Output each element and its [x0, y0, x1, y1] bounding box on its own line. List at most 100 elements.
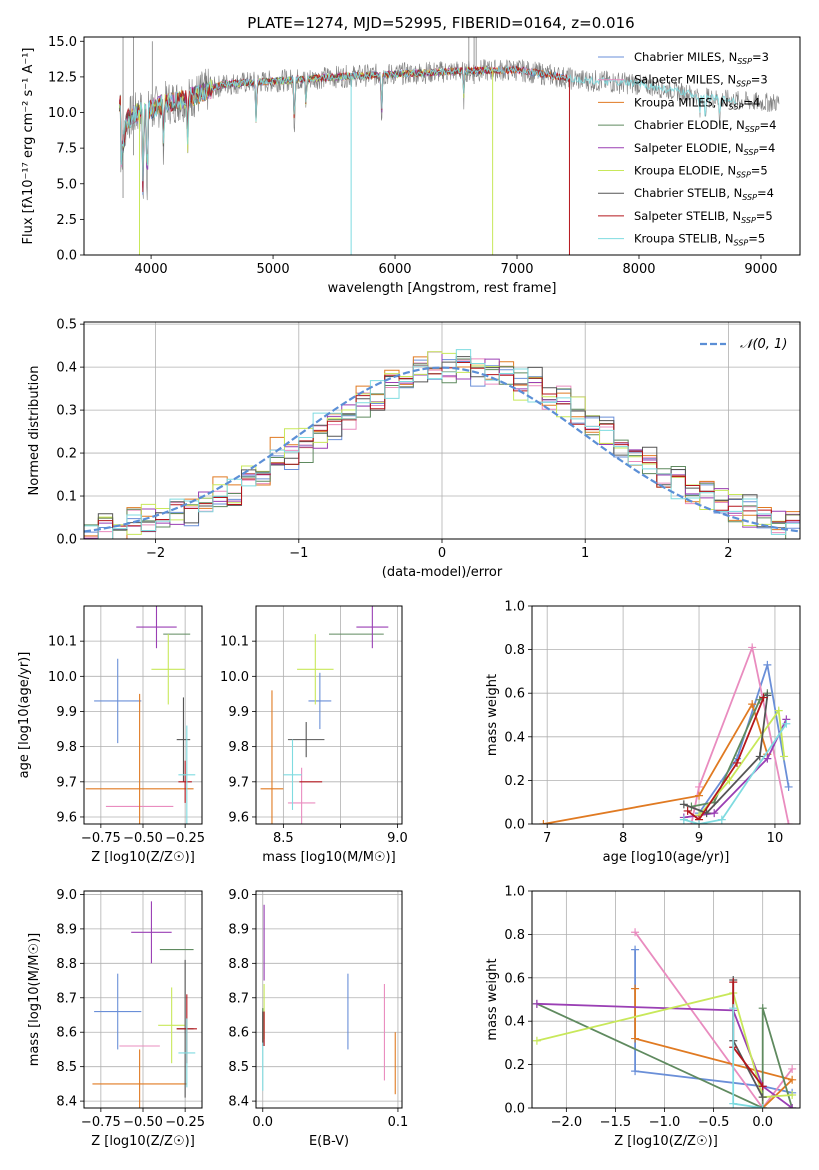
y-axis-label: Flux [fλ10⁻¹⁷ erg cm⁻² s⁻¹ A⁻¹]: [21, 48, 36, 245]
y-tick-label: 1.0: [504, 600, 525, 615]
y-tick-label: 0.0: [504, 818, 525, 833]
mass-weight-marker-chabrier_miles: [631, 945, 640, 954]
figure-title: PLATE=1274, MJD=52995, FIBERID=0164, z=0…: [247, 14, 634, 32]
x-tick-label: −2.0: [551, 1115, 583, 1130]
mass-weight-marker-kroupa_elodie: [532, 1036, 541, 1045]
mass-weight-marker-kroupa_miles: [695, 791, 704, 800]
residual-histogram-kroupa_elodie: [84, 351, 800, 539]
x-tick-label: −0.25: [165, 1115, 205, 1130]
legend-label-chabrier_stelib: Chabrier STELIB, NSSP=4: [634, 186, 774, 202]
observed-spectrum: [119, 59, 780, 201]
x-tick-label: −0.50: [123, 831, 163, 846]
mass-weight-line-kroupa_miles: [543, 701, 769, 824]
plot-area: [532, 928, 797, 1108]
mass-weight-marker-kroupa_miles: [631, 984, 640, 993]
x-tick-label: 9.0: [387, 831, 408, 846]
y-tick-label: 8.6: [56, 1026, 77, 1041]
y-tick-label: 9.9: [56, 705, 77, 720]
y-tick-label: 0.4: [504, 730, 525, 745]
legend-subscript: SSP: [736, 171, 751, 180]
plot-area: [118, 37, 780, 255]
x-tick-label: 10: [767, 831, 784, 846]
y-tick-label: 0.8: [504, 928, 525, 943]
legend-subscript: SSP: [737, 57, 752, 66]
legend-text: Kroupa ELODIE, N: [634, 164, 736, 178]
mass-weight-marker-salpeter_elodie: [710, 809, 719, 818]
grid-lines: [84, 891, 202, 1108]
chart-panel-7: 0.0 0.1 8.4 8.5 8.6 8.7 8.8 8.9 9.0 E(B-V): [228, 888, 408, 1149]
y-tick-label: 9.7: [228, 775, 249, 790]
x-axis-label: wavelength [Angstrom, rest frame]: [328, 281, 557, 296]
gauss-legend-label: 𝒩(0, 1): [740, 337, 787, 352]
y-tick-label: 0.6: [504, 971, 525, 986]
legend-tail: =5: [756, 209, 773, 223]
legend-label-chabrier_elodie: Chabrier ELODIE, NSSP=4: [634, 118, 776, 134]
chart-panel-5: 7 8 9 10 0.0 0.2 0.4 0.6 0.8 1.0 age [log10(age/yr…: [485, 600, 801, 865]
mass-weight-marker-kroupa_stelib: [782, 719, 791, 728]
axes: 8.5 9.0 9.6 9.7 9.8 9.9 10.0 10.1 mass [log10(M/…: [220, 635, 408, 865]
x-tick-label: −1.0: [649, 1115, 681, 1130]
x-tick-label: 2: [724, 546, 732, 561]
legend-text: Salpeter MILES, N: [634, 73, 736, 87]
y-tick-label: 10.0: [48, 670, 77, 685]
axes-frame: [83, 321, 801, 540]
y-tick-label: 2.5: [56, 213, 77, 228]
mass-weight-line-salpeter_stelib: [687, 697, 765, 821]
y-tick-label: 0.0: [504, 1102, 525, 1117]
y-tick-label: 8.7: [56, 991, 77, 1006]
plot-area: [92, 901, 197, 1108]
axes: −2 −1 0 1 2 0.0 0.1 0.2 0.3 0.4 0.5 (data-model)/er…: [27, 318, 733, 580]
y-tick-label: 9.6: [56, 810, 77, 825]
grid-lines: [256, 606, 402, 824]
axes: −0.75 −0.50 −0.25 9.6 9.7 9.8 9.9 10.0 10.1 Z [lo…: [17, 635, 205, 865]
legend-subscript: SSP: [729, 102, 744, 111]
y-tick-label: 0.5: [56, 318, 77, 333]
residual-histogram-chabrier_stelib: [84, 356, 800, 539]
legend-text: Salpeter STELIB, N: [634, 209, 741, 223]
axes: −2.0 −1.5 −1.0 −0.5 0.0 0.0 0.2 0.4 0.6 0.8 1.0 Z […: [485, 885, 773, 1150]
legend-tail: =3: [751, 73, 768, 87]
y-tick-label: 10.1: [48, 635, 77, 650]
legend-tail: =4: [758, 141, 775, 155]
x-axis-label: mass [log10(M/M☉)]: [262, 850, 395, 865]
mass-weight-line-chabrier_elodie: [536, 1002, 793, 1108]
y-tick-label: 0.0: [56, 533, 77, 548]
x-tick-label: −0.75: [81, 1115, 121, 1130]
model-spectrum-kroupa_stelib: [118, 65, 737, 182]
x-axis-label: age [log10(age/yr)]: [603, 850, 730, 865]
mass-weight-line-salpeter_miles: [634, 931, 793, 1108]
legend-tail: =5: [748, 232, 765, 246]
y-tick-label: 8.6: [228, 1026, 249, 1041]
x-tick-label: −1.5: [600, 1115, 632, 1130]
x-tick-label: 7000: [500, 262, 533, 277]
legend-label-chabrier_miles: Chabrier MILES, NSSP=3: [634, 50, 769, 66]
axes-frame: [83, 890, 203, 1109]
plots-container: 4000 5000 6000 7000 8000 90000.02.55.07.510.0…: [17, 35, 801, 1150]
y-tick-label: 9.0: [228, 888, 249, 903]
chart-panel-4: 8.5 9.0 9.6 9.7 9.8 9.9 10.0 10.1 mass [log10(M/…: [220, 605, 408, 865]
x-tick-label: −0.50: [123, 1115, 163, 1130]
legend-tail: =4: [743, 95, 760, 109]
y-tick-label: 10.1: [220, 635, 249, 650]
legend-label-salpeter_elodie: Salpeter ELODIE, NSSP=4: [634, 141, 775, 157]
mass-weight-marker-salpeter_stelib: [759, 693, 768, 702]
x-tick-label: 7: [543, 831, 551, 846]
mass-weight-marker-kroupa_miles: [631, 1034, 640, 1043]
mass-weight-line-kroupa_elodie: [536, 991, 793, 1099]
y-tick-label: 8.9: [228, 922, 249, 937]
legend-label-kroupa_stelib: Kroupa STELIB, NSSP=5: [634, 232, 765, 248]
x-tick-label: 0: [438, 546, 446, 561]
x-tick-label: 8.5: [273, 831, 294, 846]
legend-subscript: SSP: [744, 148, 759, 157]
mass-weight-marker-kroupa_miles: [788, 1075, 797, 1084]
y-tick-label: 8.5: [56, 1060, 77, 1075]
mass-weight-line-kroupa_stelib: [683, 723, 788, 824]
axes: 0.0 0.1 8.4 8.5 8.6 8.7 8.8 8.9 9.0 E(B-V): [228, 888, 408, 1149]
mass-weight-marker-kroupa_elodie: [788, 1090, 797, 1099]
x-tick-label: 1: [581, 546, 589, 561]
x-tick-label: −2: [146, 546, 165, 561]
mass-weight-marker-chabrier_stelib: [679, 800, 688, 809]
chart-panel-8: −2.0 −1.5 −1.0 −0.5 0.0 0.0 0.2 0.4 0.6 0.8 1.0 Z […: [485, 885, 801, 1150]
mass-weight-marker-salpeter_miles: [631, 928, 640, 937]
mass-weight-marker-kroupa_elodie: [725, 776, 734, 785]
